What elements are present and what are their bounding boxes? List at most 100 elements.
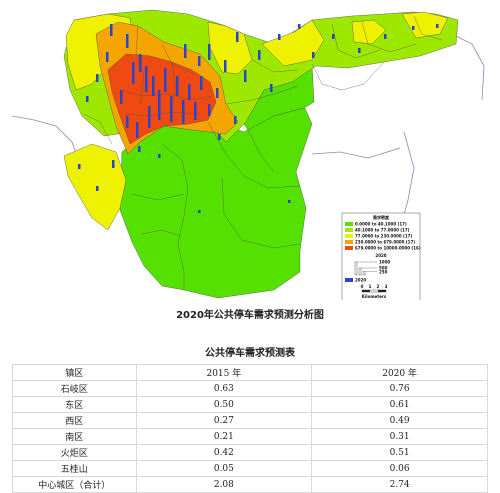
value-2020-cell: 0.06: [311, 460, 488, 477]
district-lines: [83, 15, 443, 290]
district-cell: 五桂山: [12, 460, 137, 477]
table-row: 中心城区（合计） 2.08 2.74: [12, 476, 488, 493]
district-cell: 东区: [12, 396, 137, 413]
demand-bar: [139, 54, 142, 72]
demand-bar: [120, 90, 123, 104]
table-row: 五桂山 0.05 0.06: [12, 460, 488, 477]
legend-class-label: 0.0000 to 40.1000 (17): [355, 222, 407, 227]
legend-swatch: [345, 246, 353, 250]
map-caption: 2020年公共停车需求预测分析图: [176, 310, 324, 321]
legend-series-swatch: [345, 278, 353, 282]
demand-bar: [358, 48, 361, 53]
demand-bar: [170, 96, 173, 122]
legend-title: 需求密度: [373, 214, 390, 220]
demand-bar: [258, 50, 261, 60]
demand-bar: [78, 164, 81, 169]
demand-bar: [96, 186, 99, 191]
map-region: [401, 11, 449, 39]
scale-unit: Kilometers: [362, 294, 387, 299]
demand-bar: [188, 84, 191, 100]
legend-bar-sample: [362, 271, 366, 276]
value-2020-cell: 2.74: [311, 476, 488, 493]
value-2015-cell: 0.21: [135, 428, 313, 445]
value-2020-cell: 0.76: [311, 380, 488, 397]
demand-bar: [145, 66, 148, 92]
district-cell: 石岐区: [12, 380, 137, 397]
scale-tick: 0: [361, 284, 364, 289]
demand-bar: [164, 68, 167, 92]
legend-swatch: [345, 240, 353, 244]
demand-bar: [184, 44, 187, 58]
legend-bar-value: 500: [379, 266, 388, 271]
value-2020-cell: 0.49: [311, 412, 488, 429]
demand-bar: [198, 210, 201, 213]
scale-bar: [361, 289, 387, 293]
value-2020-cell: 0.31: [311, 428, 488, 445]
demand-bar: [218, 134, 221, 140]
demand-bar: [136, 122, 139, 138]
district-cell: 西区: [12, 412, 137, 429]
value-2020-cell: 0.51: [311, 444, 488, 461]
legend-class-label: 230.0000 to 679.0000 (17): [355, 240, 415, 245]
map-region: [207, 21, 253, 75]
legend-class-label: 679.0000 to 10000.0000 (16): [355, 246, 421, 251]
demand-bar: [112, 160, 115, 168]
demand-bar: [132, 62, 135, 84]
demand-map: 需求密度 0.0000 to 40.1000 (17) 40.1000 to 7…: [11, 4, 488, 304]
legend-swatch: [345, 228, 353, 232]
demand-bars: [78, 24, 439, 213]
demand-bar: [332, 34, 335, 39]
demand-bar: [182, 100, 185, 124]
demand-bar: [216, 88, 219, 98]
value-2015-cell: 0.27: [135, 412, 313, 429]
value-2015-cell: 0.50: [135, 396, 313, 413]
column-header-district: 镇区: [12, 364, 137, 381]
demand-bar: [126, 116, 129, 128]
legend-bar-sample: [354, 261, 358, 276]
column-header-2015: 2015 年: [135, 364, 313, 381]
legend-class-label: 77.0000 to 230.0000 (17): [355, 234, 412, 239]
demand-bar: [110, 24, 113, 36]
demand-bar: [158, 154, 161, 158]
map-canvas: 需求密度 0.0000 to 40.1000 (17) 40.1000 to 7…: [11, 9, 485, 304]
scale-tick: 3: [385, 284, 388, 289]
value-2015-cell: 0.05: [135, 460, 313, 477]
legend-bar-sample: [358, 267, 362, 276]
demand-bar: [270, 84, 273, 92]
value-2015-cell: 0.63: [135, 380, 313, 397]
demand-bar: [198, 56, 201, 66]
table-title: 公共停车需求预测表: [205, 348, 295, 359]
map-legend: 需求密度 0.0000 to 40.1000 (17) 40.1000 to 7…: [341, 212, 421, 304]
demand-bar: [384, 34, 387, 39]
legend-swatch: [345, 234, 353, 238]
demand-bar: [244, 70, 247, 82]
map-region: [351, 19, 387, 45]
table-row: 石岐区 0.63 0.76: [12, 380, 488, 397]
district-cell: 中心城区（合计）: [12, 476, 137, 493]
scale-tick: 1: [369, 284, 372, 289]
demand-table: 镇区 2015 年 2020 年 石岐区 0.63 0.76 东区 0.50 0…: [12, 364, 488, 493]
district-cell: 南区: [12, 428, 137, 445]
value-2015-cell: 0.42: [135, 444, 313, 461]
demand-bar: [138, 146, 141, 152]
map-region: [107, 53, 217, 145]
demand-bar: [298, 24, 301, 29]
table-header-row: 镇区 2015 年 2020 年: [12, 364, 488, 381]
demand-bar: [176, 76, 179, 96]
demand-bar: [148, 106, 151, 128]
demand-bar: [234, 116, 237, 124]
table-row: 火炬区 0.42 0.51: [12, 444, 488, 461]
demand-bar: [208, 44, 211, 60]
demand-bar: [224, 60, 227, 72]
demand-bar: [194, 102, 197, 120]
demand-bar: [152, 76, 155, 96]
demand-bar: [288, 200, 291, 203]
map-region: [261, 19, 325, 67]
map-region: [119, 105, 313, 299]
legend-class-label: 40.1000 to 77.0000 (17): [355, 228, 410, 233]
district-cell: 火炬区: [12, 444, 137, 461]
legend-series-label: 2020: [355, 278, 366, 283]
table-row: 东区 0.50 0.61: [12, 396, 488, 413]
demand-bar: [86, 96, 89, 102]
value-2015-cell: 2.08: [135, 476, 313, 493]
